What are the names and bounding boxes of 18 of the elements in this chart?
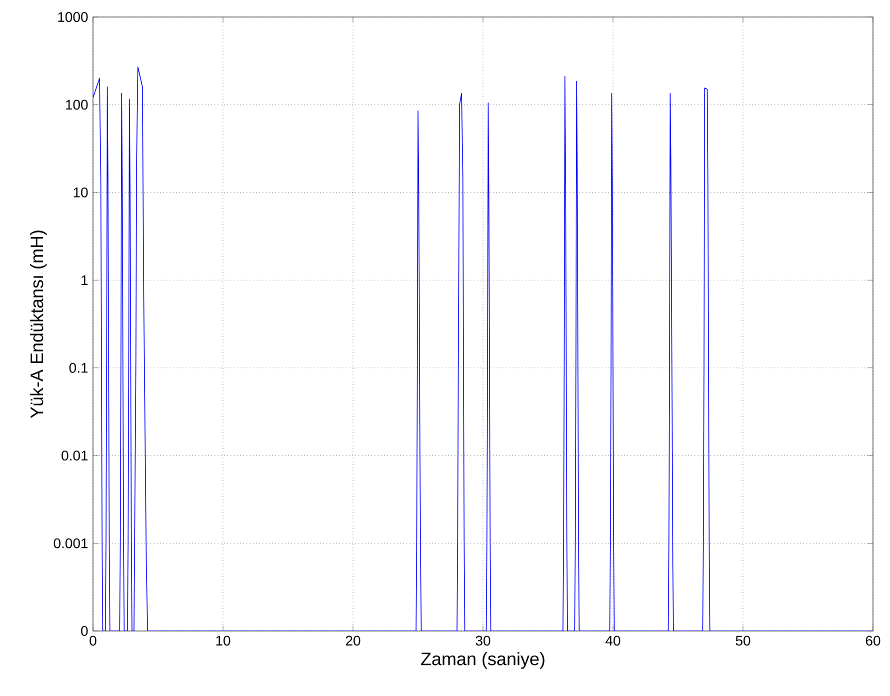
x-tick-label: 50 (736, 636, 750, 646)
y-axis-title: Yük-A Endüktansı (mH) (30, 230, 47, 418)
x-tick-label: 20 (346, 636, 360, 646)
y-tick-label: 10 (74, 187, 88, 198)
y-tick-label: 0.001 (54, 538, 88, 548)
x-tick-label: 60 (866, 636, 880, 646)
y-tick-label: 1000 (58, 12, 88, 22)
y-tick-label: 0.1 (69, 362, 88, 373)
y-tick-label: 1 (82, 275, 88, 285)
y-tick-label: 0.01 (62, 450, 88, 461)
x-tick-label: 30 (476, 636, 490, 646)
x-tick-label: 0 (90, 636, 96, 646)
x-tick-label: 10 (216, 636, 230, 646)
x-axis-title: Zaman (saniye) (421, 652, 544, 669)
y-tick-label: 100 (66, 100, 88, 110)
x-tick-label: 40 (606, 636, 620, 646)
y-tick-label: 0 (81, 626, 88, 636)
line-series (93, 66, 873, 631)
